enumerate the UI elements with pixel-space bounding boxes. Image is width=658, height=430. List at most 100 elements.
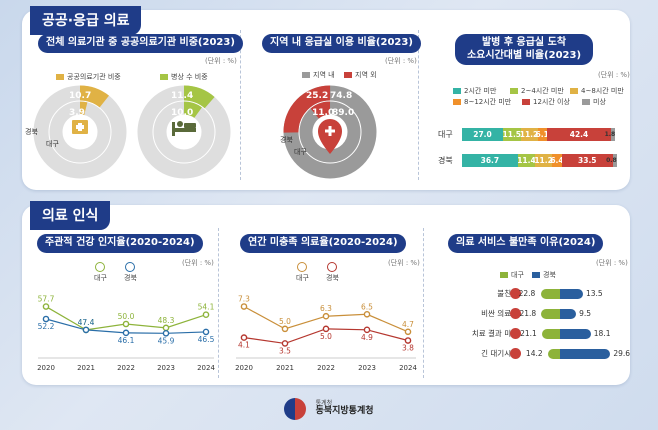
bar-segment: 42.4 [546,128,612,141]
legend-item: 2~4시간 미만 [510,86,564,96]
divider [218,228,219,378]
donut-public-institutions: 10.7 3.9 경북 대구 [25,85,127,179]
data-label: 45.9 [158,336,175,345]
x-tick-label: 2022 [117,364,135,372]
unit-label: (단위 : %) [205,57,237,65]
value-label-daegu: 14.2 [525,349,543,358]
legend-swatch [302,72,310,78]
data-point [404,328,412,336]
card-title-unmet-medical: 연간 미충족 의료율(2020-2024) [240,234,406,253]
bar-segment: 11.2 [534,154,553,167]
unit-label: (단위 : %) [385,57,417,65]
data-label: 47.4 [78,318,95,327]
smile-icon [95,262,106,272]
value-label: 3.9 [69,108,85,118]
value-label: 25.2 [306,91,328,101]
x-tick-label: 2020 [235,364,253,372]
section-title-public: 공공·응급 의료 [30,6,142,35]
value-label: 74.8 [330,91,352,101]
x-tick-label: 2021 [276,364,294,372]
data-label: 46.1 [118,336,135,345]
value-label-gyeongbuk: 18.1 [593,329,611,338]
value-label-daegu: 21.1 [520,329,537,338]
data-label: 4.9 [361,333,373,342]
bar-daegu [547,349,560,359]
ring-segment-inner [153,101,215,163]
data-point [202,311,210,319]
value-label-gyeongbuk: 13.5 [585,289,603,298]
line-chart-health-perception: 2020 2021 2022 2023 2024 57.7 47.4 50.0 48.3 54.1… [37,295,215,372]
legend-swatch [500,272,508,278]
card-title-health-perception: 주관적 건강 인지율(2020-2024) [37,234,203,253]
unit-label: (단위 : %) [182,259,214,267]
data-label: 4.7 [402,320,414,329]
data-point [162,324,170,332]
data-point [82,326,90,334]
legend-item: 12시간 이상 [522,97,570,107]
data-point [122,320,130,328]
legend-item: 대구 [94,262,107,283]
bar-gyeongbuk [560,329,591,339]
x-tick-label: 2020 [37,364,55,372]
legend-swatch [56,74,64,80]
unit-label: (단위 : %) [596,259,628,267]
data-label: 5.0 [320,332,332,341]
bar-segment: 6.1 [535,128,549,141]
legend-item: 지역 내 [302,70,335,80]
bar-segment: 11.2 [519,128,539,141]
x-tick-label: 2022 [317,364,335,372]
hospital-bed-icon [172,121,196,136]
legend-item: 병상 수 비중 [160,72,208,82]
sad-face-icon [327,262,338,272]
value-label: 11.0 [312,108,334,118]
stacked-bar-daegu: 27.011.511.26.142.41.8 [462,128,616,141]
bar-daegu [541,309,560,319]
value-label: 10.0 [171,108,193,118]
ring-label-inner: 대구 [46,140,59,148]
card-title-er-usage: 지역 내 응급실 이용 비율(2023) [262,34,421,53]
data-label: 47.4 [78,318,95,327]
legend-item: 대구 [500,270,524,280]
ring-segment-outer [33,85,127,179]
data-point [42,303,50,310]
value-label: 11.4 [171,91,193,101]
bar-segment: 6.4 [550,154,564,167]
unit-label: (단위 : %) [388,259,420,267]
legend-swatch [522,99,530,105]
value-label-gyeongbuk: 9.5 [579,309,592,318]
bar-segment: 33.5 [561,154,613,167]
value-label-gyeongbuk: 29.6 [613,349,631,358]
data-point [162,329,170,337]
bar-gyeongbuk [560,289,583,299]
legend-item: 경북 [326,262,339,283]
data-point [322,312,330,320]
bar-gyeongbuk [560,309,577,319]
hospital-icon [72,120,88,134]
data-point [240,303,248,310]
legend-item: 미상 [582,97,606,107]
legend-item: 대구 [296,262,309,283]
card-title-arrival-time: 발병 후 응급실 도착 소요시간대별 비율(2023) [455,34,593,65]
row-label-gyeongbuk: 경북 [438,156,453,165]
legend-swatch [160,74,168,80]
data-point [281,325,289,333]
footer-text: 통계청 동북지방통계청 [316,400,374,417]
data-label: 50.0 [118,312,135,321]
data-point [202,328,210,336]
data-label: 7.3 [238,295,250,304]
reason-icon [510,348,521,359]
data-label: 48.3 [158,316,175,325]
diverging-bar-chart: 불친절 22.8 13.5 비싼 의료비 21.8 9.5 치료 결과 미흡 21.1 18.1… [430,288,630,378]
x-tick-label: 2021 [77,364,95,372]
donut-bed-count: 11.4 10.0 [137,85,231,179]
sad-face-icon [297,262,308,272]
category-label: 비싼 의료비 [481,309,518,318]
divider [418,30,419,180]
x-tick-label: 2024 [399,364,417,372]
legend-swatch [344,72,352,78]
data-point [363,326,371,334]
data-point [42,315,50,323]
ring-label-inner: 대구 [294,148,307,156]
legend-swatch [510,88,518,94]
value-label: 10.7 [69,91,91,101]
